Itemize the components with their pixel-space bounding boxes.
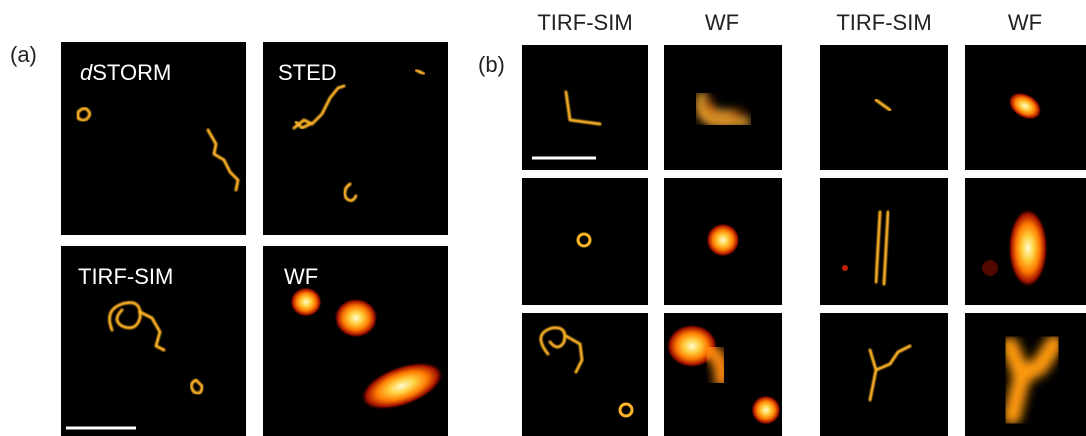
image-label: STED bbox=[278, 60, 337, 85]
image-label-italic: d bbox=[80, 60, 93, 85]
image-label: TIRF-SIM bbox=[78, 264, 173, 289]
column-header: TIRF-SIM bbox=[537, 10, 632, 35]
image-tirf-sim: TIRF-SIM bbox=[61, 246, 246, 436]
figure-canvas: (a) dSTORM STED TIRF-SIM WF (b) TIRF-SIM… bbox=[0, 0, 1086, 436]
image-wf: WF bbox=[263, 246, 450, 436]
image-label: dSTORM bbox=[80, 60, 171, 85]
image-label-text: STORM bbox=[92, 60, 171, 85]
figure: (a) dSTORM STED TIRF-SIM WF (b) TIRF-SIM… bbox=[0, 0, 1086, 436]
panel-label: (b) bbox=[478, 52, 505, 77]
panel-label: (a) bbox=[10, 42, 37, 67]
image-label: WF bbox=[284, 264, 318, 289]
column-header: WF bbox=[705, 10, 739, 35]
column-header: TIRF-SIM bbox=[836, 10, 931, 35]
image-dstorm: dSTORM bbox=[61, 42, 246, 235]
image-grid-b bbox=[522, 45, 1086, 436]
image-sted: STED bbox=[263, 42, 448, 235]
column-header: WF bbox=[1008, 10, 1042, 35]
